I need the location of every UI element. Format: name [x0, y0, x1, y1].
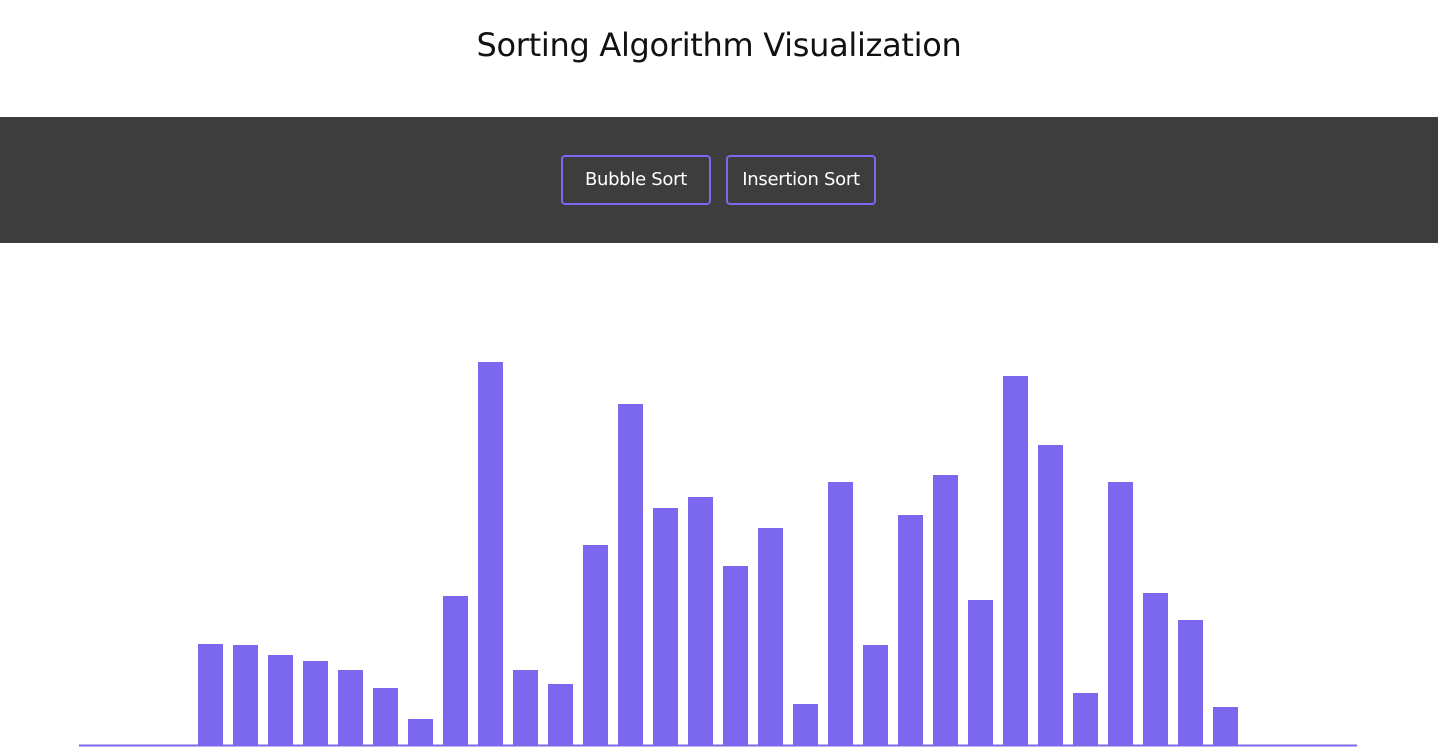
- bar-3: [268, 655, 293, 745]
- bar-24: [1003, 376, 1028, 745]
- bar-25: [1038, 445, 1063, 745]
- bar-15: [688, 497, 713, 745]
- bar-29: [1178, 620, 1203, 745]
- bar-13: [618, 404, 643, 745]
- bar-12: [583, 545, 608, 745]
- bar-23: [968, 600, 993, 745]
- bar-4: [303, 661, 328, 745]
- bar-7: [408, 719, 433, 745]
- bar-8: [443, 596, 468, 745]
- bar-19: [828, 482, 853, 745]
- bar-chart-svg: [79, 362, 1357, 747]
- bar-10: [513, 670, 538, 745]
- toolbar: Bubble Sort Insertion Sort: [0, 117, 1438, 243]
- bar-20: [863, 645, 888, 745]
- bar-6: [373, 688, 398, 745]
- bar-chart: [0, 243, 1438, 756]
- bar-28: [1143, 593, 1168, 745]
- bar-21: [898, 515, 923, 745]
- bar-26: [1073, 693, 1098, 745]
- bar-1: [198, 644, 223, 745]
- page-title: Sorting Algorithm Visualization: [476, 26, 962, 64]
- insertion-sort-button[interactable]: Insertion Sort: [726, 155, 876, 205]
- bar-16: [723, 566, 748, 745]
- bar-9: [478, 362, 503, 745]
- bar-14: [653, 508, 678, 745]
- bar-11: [548, 684, 573, 745]
- bubble-sort-button[interactable]: Bubble Sort: [561, 155, 711, 205]
- bar-27: [1108, 482, 1133, 745]
- bar-2: [233, 645, 258, 745]
- bar-18: [793, 704, 818, 745]
- bar-17: [758, 528, 783, 745]
- bar-22: [933, 475, 958, 745]
- bar-30: [1213, 707, 1238, 745]
- bar-5: [338, 670, 363, 745]
